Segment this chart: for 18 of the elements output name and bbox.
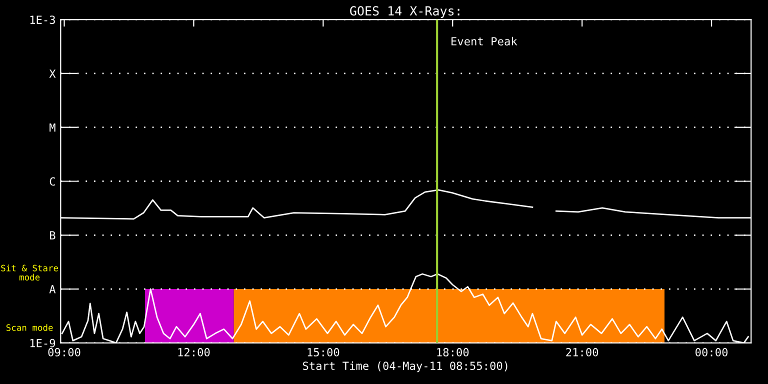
x-tick-label: 18:00 xyxy=(437,348,469,356)
text: Scan mode xyxy=(6,324,53,331)
ref-line-label: Event Peak xyxy=(452,36,518,46)
y-tick-label: B xyxy=(50,231,56,240)
x-tick-label: 12:00 xyxy=(178,348,210,356)
x-tick-label: 15:00 xyxy=(308,348,340,356)
y-tick-label: A xyxy=(49,285,56,294)
x-axis-title: Start Time (04-May-11 08:55:00) xyxy=(302,361,508,372)
x-tick-label: 00:00 xyxy=(696,348,728,356)
y-tick-label: M xyxy=(50,124,56,132)
x-tick-label: 09:00 xyxy=(48,348,80,356)
chart-title: GOES 14 X-Rays: xyxy=(350,6,460,18)
x-tick-label: 21:00 xyxy=(566,348,598,356)
y-tick-label: C xyxy=(50,177,55,186)
y-tick-label: 1E-9 xyxy=(30,338,56,348)
y-tick-label: X xyxy=(49,70,56,78)
y-tick-label: 1E-3 xyxy=(30,16,55,24)
text: Sit & Stare mode xyxy=(1,264,58,281)
